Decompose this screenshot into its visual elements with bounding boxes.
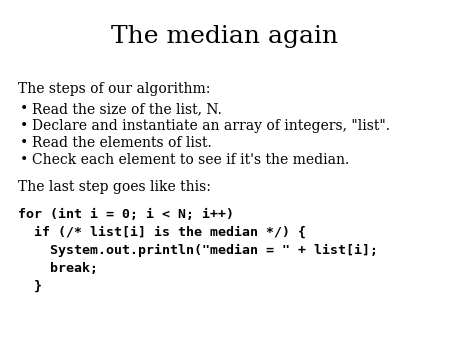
Text: The median again: The median again [112,25,338,48]
Text: •: • [20,153,28,167]
Text: break;: break; [18,262,98,275]
Text: Read the size of the list, N.: Read the size of the list, N. [32,102,222,116]
Text: •: • [20,102,28,116]
Text: •: • [20,136,28,150]
Text: }: } [18,280,42,293]
Text: System.out.println("median = " + list[i];: System.out.println("median = " + list[i]… [18,244,378,257]
Text: for (int i = 0; i < N; i++): for (int i = 0; i < N; i++) [18,208,234,221]
Text: The steps of our algorithm:: The steps of our algorithm: [18,82,211,96]
Text: Declare and instantiate an array of integers, "list".: Declare and instantiate an array of inte… [32,119,390,133]
Text: if (/* list[i] is the median */) {: if (/* list[i] is the median */) { [18,226,306,239]
Text: •: • [20,119,28,133]
Text: Read the elements of list.: Read the elements of list. [32,136,212,150]
Text: The last step goes like this:: The last step goes like this: [18,180,211,194]
Text: Check each element to see if it's the median.: Check each element to see if it's the me… [32,153,349,167]
